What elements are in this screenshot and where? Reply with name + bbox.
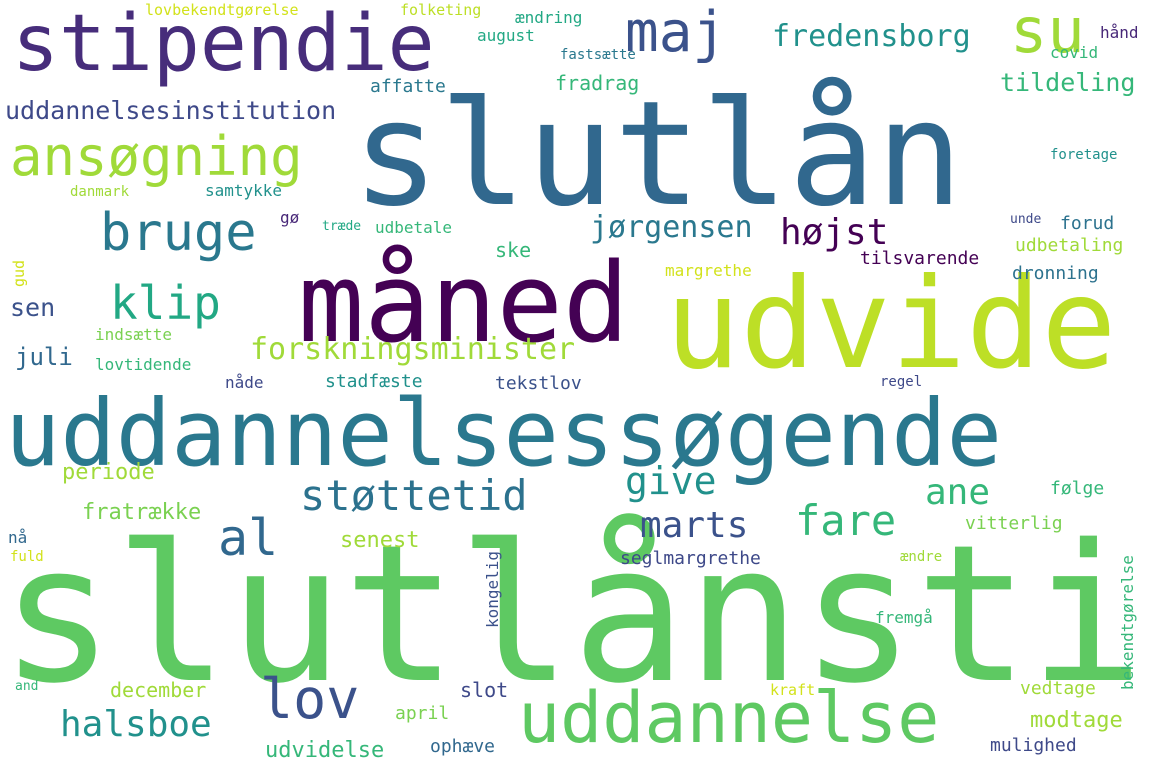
cloud-word: tildeling: [1000, 68, 1136, 97]
cloud-word: december: [110, 678, 207, 702]
cloud-word: danmark: [70, 184, 130, 200]
cloud-word: lovtidende: [95, 355, 192, 374]
cloud-word: stipendie: [12, 0, 435, 89]
cloud-word: dronning: [1012, 263, 1099, 284]
cloud-word: al: [218, 509, 279, 567]
cloud-word: marts: [640, 505, 749, 546]
cloud-word: ansøgning: [10, 125, 303, 188]
cloud-word: uddannelsessøgende: [5, 380, 1002, 487]
cloud-word: periode: [62, 460, 155, 485]
cloud-word: samtykke: [205, 181, 283, 200]
cloud-word: udvide: [665, 252, 1117, 397]
cloud-word: slot: [460, 678, 509, 702]
cloud-word: nåde: [225, 373, 264, 392]
cloud-word: stadfæste: [325, 371, 423, 392]
cloud-word: fremgå: [875, 608, 933, 627]
cloud-word: lovbekendtgørelse: [145, 1, 299, 19]
cloud-word: udbetale: [375, 218, 453, 237]
cloud-word: sen: [10, 293, 56, 322]
cloud-word: gø: [280, 208, 300, 227]
cloud-word: covid: [1050, 43, 1099, 62]
cloud-word: højst: [780, 212, 889, 253]
cloud-word: fastsætte: [560, 47, 636, 63]
cloud-word: regel: [880, 374, 923, 390]
cloud-word: and: [15, 679, 39, 694]
cloud-word: affatte: [370, 76, 446, 97]
cloud-word: august: [477, 26, 535, 45]
cloud-word: fradrag: [555, 71, 640, 95]
cloud-word: gud: [10, 259, 28, 287]
cloud-word: bruge: [100, 203, 257, 263]
cloud-word: modtage: [1030, 708, 1123, 733]
cloud-word: give: [625, 459, 717, 503]
cloud-word: su: [1010, 0, 1085, 67]
cloud-word: lov: [260, 667, 360, 731]
cloud-word: folketing: [400, 1, 482, 19]
cloud-word: kraft: [770, 681, 816, 699]
cloud-word: vitterlig: [965, 513, 1063, 534]
cloud-word: støttetid: [300, 471, 528, 520]
cloud-word: fratrække: [82, 500, 202, 525]
cloud-word: udvidelse: [265, 738, 385, 763]
cloud-word: tilsvarende: [860, 248, 980, 269]
cloud-word: ske: [495, 238, 532, 262]
cloud-word: kongelig: [483, 550, 502, 628]
cloud-word: følge: [1050, 478, 1105, 499]
cloud-word: slutlånstid: [0, 504, 1155, 725]
cloud-word: unde: [1010, 212, 1042, 227]
cloud-word: ane: [925, 472, 991, 513]
cloud-word: hånd: [1100, 23, 1139, 42]
cloud-word: fare: [795, 496, 897, 545]
cloud-word: nå: [8, 528, 28, 547]
cloud-word: jørgensen: [590, 210, 753, 245]
cloud-word: måned: [298, 239, 630, 367]
cloud-word: fredensborg: [772, 19, 971, 54]
cloud-word: træde: [322, 219, 362, 234]
cloud-word: forud: [1060, 213, 1115, 234]
cloud-word: halsboe: [60, 704, 212, 745]
cloud-word: indsætte: [95, 325, 173, 344]
cloud-word: tekstlov: [495, 373, 582, 394]
cloud-word: senest: [340, 528, 420, 553]
cloud-word: seglmargrethe: [620, 548, 761, 569]
cloud-word: april: [395, 703, 450, 724]
cloud-word: foretage: [1050, 147, 1118, 163]
cloud-word: bekendtgørelse: [1118, 555, 1137, 690]
cloud-word: udbetaling: [1015, 235, 1124, 256]
cloud-word: margrethe: [665, 261, 752, 280]
cloud-word: forskningsminister: [250, 332, 576, 367]
cloud-word: juli: [15, 343, 73, 371]
cloud-word: uddannelse: [518, 677, 940, 759]
cloud-word: ændring: [515, 8, 583, 27]
cloud-word: ophæve: [430, 736, 496, 757]
cloud-word: mulighed: [990, 735, 1077, 756]
cloud-word: klip: [110, 276, 221, 330]
cloud-word: vedtage: [1020, 678, 1096, 699]
cloud-word: ændre: [900, 549, 943, 565]
cloud-word: slutlån: [352, 70, 964, 239]
cloud-word: fuld: [10, 549, 44, 565]
cloud-word: maj: [625, 0, 727, 65]
cloud-word: uddannelsesinstitution: [5, 96, 337, 125]
